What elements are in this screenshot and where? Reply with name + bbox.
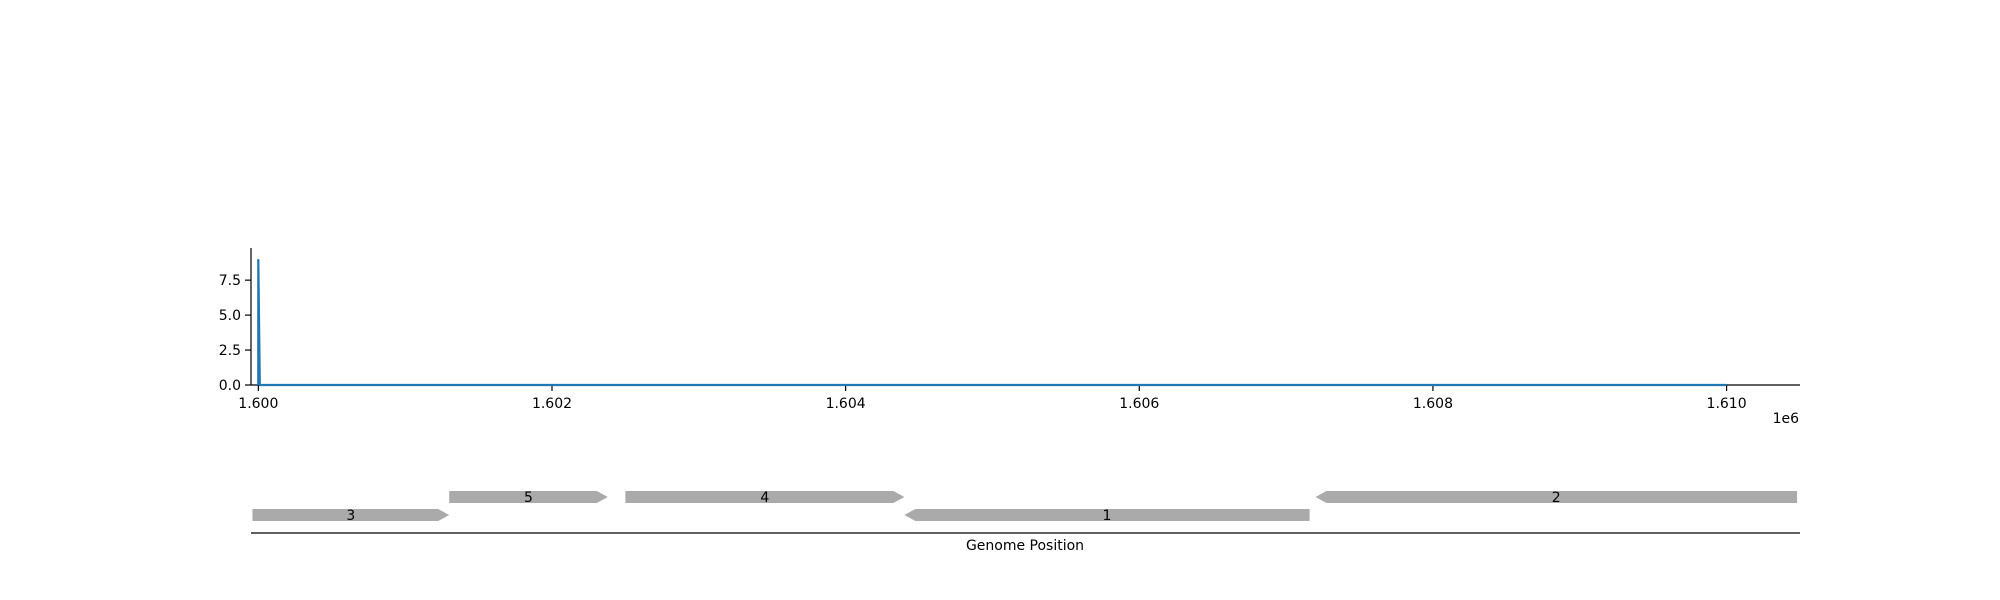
gene-track: 3 5 4 1 2 Genome Position [251,490,1800,554]
y-tick-label: 7.5 [219,273,241,289]
gene-label: 1 [1103,508,1112,524]
gene-arrow [904,509,1310,521]
x-axis-label: Genome Position [966,538,1084,554]
x-tick-label: 1.602 [532,396,572,412]
gene-label: 3 [346,508,355,524]
y-ticks: 0.0 2.5 5.0 7.5 [219,273,251,394]
x-tick-label: 1.610 [1707,396,1747,412]
y-tick-label: 5.0 [219,308,241,324]
x-tick-label: 1.606 [1119,396,1159,412]
gene-arrow [1315,491,1798,503]
coverage-series-line [257,259,1727,387]
gene-features: 3 5 4 1 2 [252,490,1798,524]
gene-arrow [625,491,905,503]
gene-arrow [252,509,450,521]
coverage-plot: 0.02.55.07.5 1.600 1.602 1.604 1.606 1.608 1.… [219,248,1800,427]
x-tick-label: 1.608 [1413,396,1453,412]
gene-arrow [449,491,608,503]
y-tick-label: 2.5 [219,343,241,359]
gene-label: 2 [1552,490,1561,506]
gene-label: 5 [524,490,533,506]
y-tick-label: 0.0 [219,378,241,394]
x-tick-label: 1.604 [826,396,866,412]
gene-label: 4 [760,490,769,506]
x-tick-label: 1.600 [238,396,278,412]
x-axis-scale-label: 1e6 [1773,411,1800,427]
x-ticks: 1.600 1.602 1.604 1.606 1.608 1.610 [238,385,1747,412]
